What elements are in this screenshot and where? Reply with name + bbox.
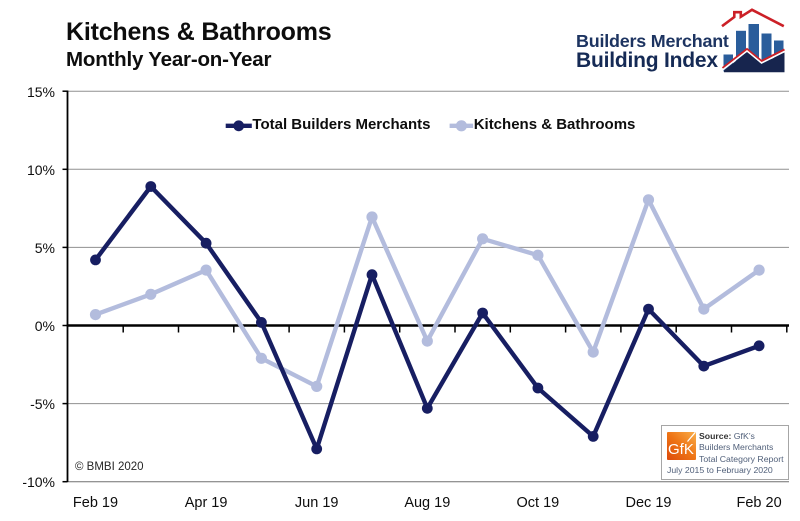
- svg-text:GfK: GfK: [668, 441, 694, 458]
